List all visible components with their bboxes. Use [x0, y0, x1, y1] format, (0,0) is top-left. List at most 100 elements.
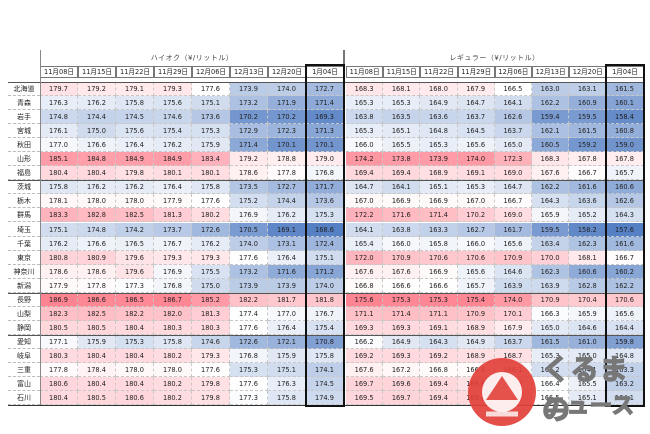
- price-cell-regular: 171.6: [383, 208, 421, 223]
- price-cell-high: 175.3: [230, 363, 268, 378]
- price-cell-regular: 165.6: [457, 264, 495, 279]
- price-cell-high: 178.1: [40, 194, 78, 209]
- price-cell-high: 174.4: [268, 194, 306, 209]
- price-cell-high: 176.1: [40, 124, 78, 139]
- price-cell-high: 177.6: [192, 194, 230, 209]
- price-cell-high: 180.2: [154, 348, 192, 363]
- prefecture-label: 新潟: [8, 279, 40, 293]
- date-header-regular: 12月06日: [494, 66, 532, 78]
- date-header-high: 11月08日: [40, 66, 78, 78]
- price-cell-regular: 164.3: [606, 208, 644, 223]
- prefecture-label: 岐阜: [8, 349, 40, 363]
- price-cell-regular: 167.9: [494, 320, 532, 335]
- price-cell-regular: 167.6: [383, 264, 421, 279]
- price-cell-high: 177.1: [40, 334, 78, 349]
- price-cell-high: 180.2: [154, 377, 192, 392]
- price-cell-high: 176.6: [78, 138, 116, 153]
- kurumanonews-logo: くるまの ニュース: [456, 340, 646, 430]
- price-cell-regular: 170.6: [420, 250, 458, 265]
- price-cell-high: 182.2: [230, 292, 268, 307]
- price-cell-high: 177.6: [230, 377, 268, 392]
- price-cell-regular: 165.9: [532, 208, 570, 223]
- price-cell-regular: 164.1: [346, 222, 384, 237]
- price-cell-regular: 169.4: [346, 166, 384, 181]
- date-header-high: 11月22日: [116, 66, 154, 78]
- date-header-high: 12月13日: [230, 66, 268, 78]
- price-cell-high: 169.1: [268, 222, 306, 237]
- table-middle-rule: [343, 50, 345, 406]
- price-cell-high: 174.5: [116, 110, 154, 125]
- price-cell-high: 180.4: [78, 348, 116, 363]
- price-cell-high: 176.4: [268, 250, 306, 265]
- price-cell-regular: 164.6: [494, 264, 532, 279]
- price-cell-regular: 168.0: [420, 82, 458, 97]
- price-cell-regular: 170.2: [457, 208, 495, 223]
- logo-icon: [468, 358, 536, 426]
- price-cell-high: 179.2: [230, 152, 268, 167]
- price-cell-regular: 166.2: [346, 334, 384, 349]
- price-cell-high: 175.8: [192, 180, 230, 195]
- header-left-rule: [40, 50, 41, 406]
- prefecture-label: 三重: [8, 363, 40, 378]
- price-cell-high: 180.5: [78, 320, 116, 335]
- price-cell-high: 174.0: [268, 82, 306, 97]
- prefecture-label: 福島: [8, 166, 40, 181]
- price-cell-high: 175.9: [268, 348, 306, 363]
- price-cell-regular: 165.6: [457, 138, 495, 153]
- price-cell-regular: 163.5: [383, 110, 421, 125]
- price-cell-regular: 166.0: [346, 138, 384, 153]
- price-cell-high: 184.9: [154, 152, 192, 167]
- logo-text-bottom: ニュース: [543, 393, 635, 420]
- price-cell-high: 173.9: [230, 278, 268, 293]
- price-cell-regular: 168.1: [569, 250, 607, 265]
- price-cell-regular: 164.6: [569, 320, 607, 335]
- price-cell-regular: 174.0: [494, 292, 532, 307]
- price-cell-regular: 164.9: [383, 334, 421, 349]
- price-cell-high: 175.8: [40, 180, 78, 195]
- price-cell-high: 180.3: [192, 320, 230, 335]
- prefecture-label: 群馬: [8, 208, 40, 223]
- header-regular: レギュラー（¥/リットル）: [449, 54, 540, 62]
- price-cell-high: 180.4: [78, 166, 116, 181]
- price-cell-regular: 162.3: [569, 236, 607, 251]
- date-header-regular: 1月04日: [606, 66, 644, 78]
- price-cell-regular: 161.6: [606, 236, 644, 251]
- price-cell-high: 177.9: [154, 194, 192, 209]
- price-cell-high: 177.0: [268, 306, 306, 321]
- price-cell-regular: 160.8: [606, 124, 644, 139]
- price-cell-regular: 164.3: [532, 194, 570, 209]
- price-cell-high: 176.4: [116, 138, 154, 153]
- price-cell-high: 178.0: [116, 363, 154, 378]
- price-cell-regular: 167.6: [532, 166, 570, 181]
- price-cell-regular: 165.6: [606, 306, 644, 321]
- date-header-high: 12月20日: [268, 66, 306, 78]
- price-cell-regular: 169.7: [383, 391, 421, 406]
- price-cell-high: 171.9: [268, 96, 306, 111]
- price-cell-high: 181.3: [192, 306, 230, 321]
- price-cell-regular: 170.0: [532, 250, 570, 265]
- prefecture-label: 山形: [8, 152, 40, 167]
- price-cell-regular: 168.9: [457, 348, 495, 363]
- price-cell-regular: 161.5: [532, 334, 570, 349]
- price-cell-regular: 166.3: [532, 306, 570, 321]
- price-cell-regular: 162.7: [457, 222, 495, 237]
- price-cell-high: 175.8: [154, 334, 192, 349]
- price-cell-regular: 166.5: [494, 82, 532, 97]
- price-cell-high: 176.5: [116, 236, 154, 251]
- prefecture-label: 千葉: [8, 237, 40, 251]
- prefecture-label: 宮城: [8, 124, 40, 139]
- price-cell-high: 173.6: [306, 194, 344, 209]
- price-cell-high: 180.2: [154, 391, 192, 406]
- price-cell-high: 179.3: [154, 250, 192, 265]
- price-cell-regular: 166.6: [383, 278, 421, 293]
- price-cell-regular: 166.4: [532, 377, 570, 392]
- price-cell-high: 171.4: [230, 138, 268, 153]
- price-cell-regular: 165.3: [420, 138, 458, 153]
- price-cell-high: 175.9: [78, 334, 116, 349]
- price-cell-high: 177.6: [230, 320, 268, 335]
- prefecture-label: 青森: [8, 96, 40, 111]
- price-cell-high: 170.8: [306, 334, 344, 349]
- price-cell-high: 171.3: [306, 124, 344, 139]
- price-cell-high: 179.3: [154, 82, 192, 97]
- price-cell-regular: 164.4: [606, 320, 644, 335]
